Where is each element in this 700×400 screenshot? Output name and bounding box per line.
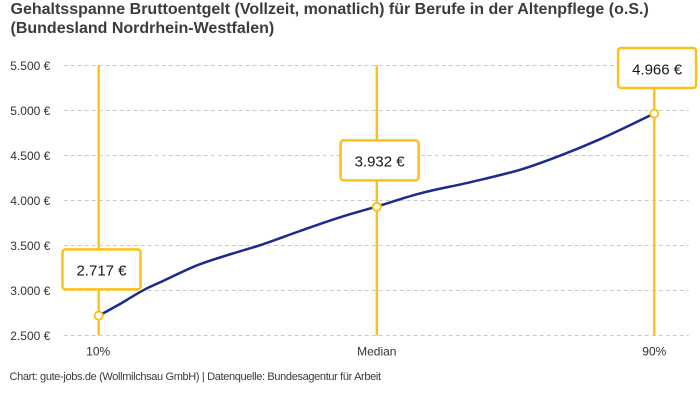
svg-text:4.000 €: 4.000 € xyxy=(10,194,50,208)
svg-text:(Bundesland Nordrhein-Westfale: (Bundesland Nordrhein-Westfalen) xyxy=(11,20,275,37)
svg-text:4.966 €: 4.966 € xyxy=(632,61,683,78)
svg-text:5.500 €: 5.500 € xyxy=(10,59,50,73)
svg-text:4.500 €: 4.500 € xyxy=(10,149,50,163)
svg-text:2.500 €: 2.500 € xyxy=(10,329,50,343)
svg-text:90%: 90% xyxy=(642,344,666,358)
svg-text:3.932 €: 3.932 € xyxy=(355,154,406,171)
svg-text:Median: Median xyxy=(357,344,396,358)
svg-text:3.000 €: 3.000 € xyxy=(10,284,50,298)
svg-text:Chart: gute-jobs.de (Wollmilch: Chart: gute-jobs.de (Wollmilchsau GmbH) … xyxy=(10,371,381,383)
svg-text:5.000 €: 5.000 € xyxy=(10,104,50,118)
svg-text:3.500 €: 3.500 € xyxy=(10,239,50,253)
svg-text:10%: 10% xyxy=(86,344,110,358)
svg-text:Gehaltsspanne Bruttoentgelt (V: Gehaltsspanne Bruttoentgelt (Vollzeit, m… xyxy=(11,1,649,18)
svg-text:2.717 €: 2.717 € xyxy=(76,263,127,280)
